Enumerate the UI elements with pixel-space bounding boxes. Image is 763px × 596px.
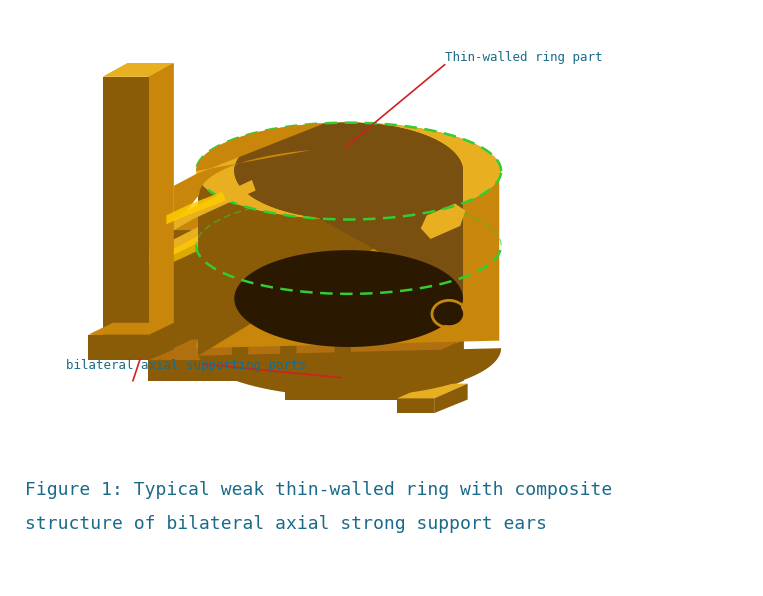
Polygon shape (234, 250, 463, 347)
Text: Figure 1: Typical weak thin-walled ring with composite: Figure 1: Typical weak thin-walled ring … (25, 481, 613, 499)
Polygon shape (89, 334, 150, 360)
Polygon shape (397, 398, 434, 413)
Polygon shape (420, 360, 464, 399)
Polygon shape (148, 360, 420, 381)
Polygon shape (150, 63, 174, 336)
Polygon shape (412, 210, 456, 369)
Polygon shape (259, 245, 280, 369)
Polygon shape (150, 323, 174, 360)
Polygon shape (174, 123, 325, 227)
Polygon shape (285, 380, 420, 399)
Polygon shape (420, 203, 465, 239)
Text: Thin-walled ring part: Thin-walled ring part (446, 51, 603, 64)
Polygon shape (148, 210, 456, 230)
Polygon shape (430, 212, 462, 339)
Polygon shape (280, 236, 297, 369)
Polygon shape (166, 192, 226, 224)
Polygon shape (148, 339, 464, 360)
Polygon shape (234, 123, 463, 219)
Polygon shape (234, 123, 463, 219)
Polygon shape (420, 339, 464, 381)
Polygon shape (89, 324, 155, 336)
Polygon shape (211, 239, 232, 369)
Polygon shape (234, 123, 463, 299)
Polygon shape (397, 227, 430, 339)
Polygon shape (232, 230, 248, 369)
Polygon shape (314, 252, 334, 369)
Polygon shape (89, 323, 174, 334)
Polygon shape (334, 243, 351, 369)
Polygon shape (148, 199, 248, 266)
Polygon shape (198, 171, 501, 396)
Polygon shape (196, 123, 501, 219)
Polygon shape (133, 324, 155, 360)
Text: bilateral axial supporting parts: bilateral axial supporting parts (66, 359, 306, 372)
Polygon shape (152, 206, 259, 271)
Polygon shape (148, 63, 172, 336)
Polygon shape (103, 76, 150, 336)
Polygon shape (148, 230, 412, 369)
Circle shape (436, 303, 462, 325)
Polygon shape (434, 384, 468, 413)
Polygon shape (174, 180, 256, 230)
Polygon shape (397, 212, 462, 227)
Polygon shape (285, 360, 464, 380)
Text: structure of bilateral axial strong support ears: structure of bilateral axial strong supp… (25, 514, 547, 533)
Polygon shape (103, 76, 148, 336)
Polygon shape (103, 63, 172, 76)
Polygon shape (397, 384, 468, 398)
Polygon shape (103, 63, 174, 76)
Polygon shape (196, 123, 499, 348)
Polygon shape (89, 336, 133, 360)
